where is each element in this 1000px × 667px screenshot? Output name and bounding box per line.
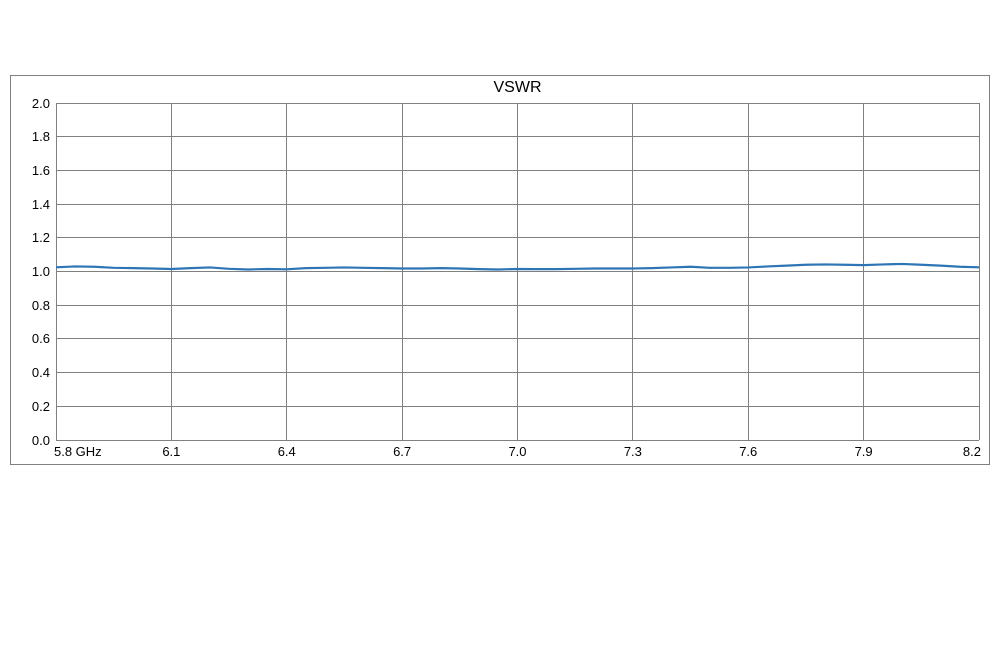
y-tick-label: 1.0 [32, 264, 50, 279]
plot-area [56, 103, 979, 440]
x-tick-label: 7.0 [473, 444, 563, 459]
y-tick-label: 2.0 [32, 96, 50, 111]
x-tick-label: 6.1 [126, 444, 216, 459]
x-tick-label: 7.3 [588, 444, 678, 459]
x-tick-label: 8.2 [891, 444, 981, 459]
y-tick-label: 1.6 [32, 163, 50, 178]
x-tick-label: 7.6 [703, 444, 793, 459]
vswr-line-series [56, 103, 979, 440]
chart-title: VSWR [56, 79, 979, 97]
y-tick-label: 1.8 [32, 129, 50, 144]
y-tick-label: 0.0 [32, 433, 50, 448]
series-polyline [56, 264, 979, 270]
x-tick-label: 6.7 [357, 444, 447, 459]
y-tick-label: 0.2 [32, 399, 50, 414]
y-tick-label: 0.8 [32, 298, 50, 313]
y-tick-label: 0.4 [32, 365, 50, 380]
y-tick-label: 1.2 [32, 230, 50, 245]
y-tick-label: 1.4 [32, 197, 50, 212]
y-tick-label: 0.6 [32, 331, 50, 346]
x-tick-label: 6.4 [242, 444, 332, 459]
